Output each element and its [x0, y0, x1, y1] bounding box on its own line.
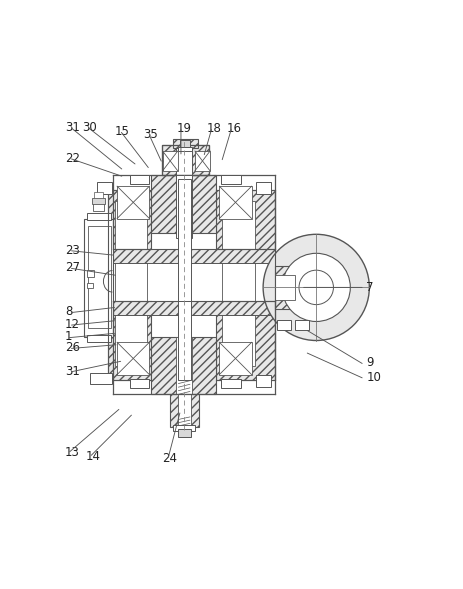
Bar: [222, 201, 255, 366]
Bar: [92, 198, 105, 204]
Bar: [195, 151, 210, 171]
Text: 7: 7: [367, 281, 374, 294]
Bar: [88, 213, 111, 220]
Circle shape: [282, 253, 350, 322]
Bar: [178, 179, 191, 301]
Bar: [84, 219, 113, 337]
Bar: [113, 301, 275, 315]
Text: 24: 24: [162, 452, 177, 465]
Bar: [170, 394, 199, 426]
Bar: [88, 226, 111, 328]
Bar: [113, 249, 275, 263]
Text: 35: 35: [143, 128, 158, 141]
Bar: [257, 375, 271, 387]
Bar: [275, 275, 295, 300]
Text: 30: 30: [82, 121, 97, 134]
Text: 9: 9: [367, 356, 374, 369]
Bar: [257, 181, 271, 194]
Bar: [216, 190, 275, 380]
Bar: [90, 373, 112, 383]
Text: 15: 15: [114, 125, 130, 138]
Bar: [162, 145, 209, 176]
Circle shape: [263, 234, 369, 340]
Text: 10: 10: [367, 370, 382, 383]
Text: 8: 8: [65, 305, 72, 318]
Bar: [88, 270, 94, 277]
Bar: [113, 263, 275, 301]
Bar: [180, 140, 190, 147]
Bar: [108, 190, 151, 380]
Text: 1: 1: [65, 330, 73, 343]
Bar: [178, 301, 191, 380]
Bar: [130, 176, 150, 184]
Bar: [174, 425, 195, 431]
Text: 26: 26: [65, 341, 80, 354]
Bar: [221, 379, 241, 388]
Bar: [130, 379, 150, 388]
Bar: [117, 342, 150, 375]
Bar: [162, 145, 209, 176]
Text: 22: 22: [65, 152, 80, 165]
Bar: [117, 186, 150, 219]
Bar: [176, 145, 192, 176]
Bar: [173, 139, 198, 148]
Bar: [114, 201, 147, 366]
Bar: [219, 342, 252, 375]
Text: 31: 31: [65, 121, 80, 134]
Bar: [176, 176, 192, 233]
Bar: [163, 151, 178, 171]
Text: 12: 12: [65, 318, 80, 331]
Bar: [221, 176, 241, 184]
Text: 13: 13: [65, 446, 80, 459]
Bar: [275, 266, 295, 309]
Bar: [277, 320, 291, 330]
Circle shape: [299, 270, 333, 305]
Bar: [97, 181, 113, 194]
Bar: [151, 176, 216, 233]
Bar: [178, 147, 193, 151]
Text: 31: 31: [65, 365, 80, 378]
Text: 27: 27: [65, 261, 80, 274]
Text: 23: 23: [65, 244, 80, 257]
Bar: [88, 283, 93, 289]
Bar: [295, 320, 309, 330]
Bar: [219, 186, 252, 219]
Bar: [178, 394, 191, 426]
Text: 16: 16: [226, 121, 242, 134]
Bar: [176, 176, 192, 238]
Bar: [93, 203, 104, 211]
Bar: [178, 429, 191, 436]
Bar: [151, 337, 216, 394]
Text: 19: 19: [176, 121, 191, 134]
Bar: [176, 337, 192, 394]
Bar: [88, 335, 111, 342]
Text: 14: 14: [86, 449, 101, 462]
Text: 18: 18: [207, 121, 222, 134]
Bar: [94, 192, 103, 198]
